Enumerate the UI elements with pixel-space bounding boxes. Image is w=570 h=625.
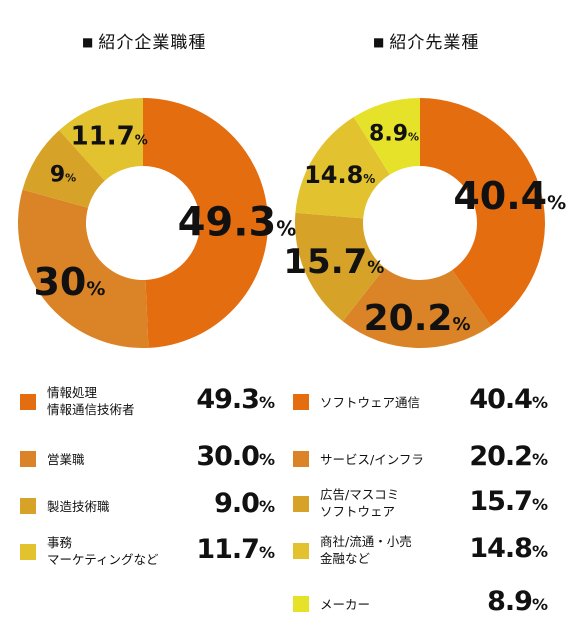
legend-label: 営業職 [47,452,85,467]
donut-slice [18,189,149,348]
legend-label: サービス/インフラ [320,452,424,467]
legend-item: サービス/インフラ 20.2% [293,435,548,475]
legend-label: 製造技術職 [47,499,110,514]
chart-title-left: ■ 紹介企業職種 [82,28,206,53]
donut-slice [342,267,491,348]
legend-label: ソフトウェア通信 [320,395,421,410]
slice-data-label-unit: % [452,314,470,335]
legend-value-unit: % [531,495,548,514]
legend-value-unit: % [258,450,275,469]
slice-data-label: 15.7% [283,242,384,282]
legend-item: 商社/流通・小売 金融など 14.8% [293,527,548,567]
legend-item: 情報処理 情報通信技術者 49.3% [20,378,275,418]
legend-label: メーカー [320,597,371,612]
chart-title-left-text: 紹介企業職種 [98,33,207,53]
legend-value-unit: % [258,393,275,412]
legend-swatch [20,498,36,514]
legend-item: 事務 マーケティングなど 11.7% [20,528,275,568]
donut-slice [59,98,143,181]
legend-item: 製造技術職 9.0% [20,482,275,522]
legend-value-unit: % [531,393,548,412]
donut-slice [295,212,385,322]
legend-item: 広告/マスコミ ソフトウェア 15.7% [293,480,548,520]
legend-value: 30.0% [196,441,275,472]
legend-value: 15.7% [469,486,548,517]
donut-slice [22,130,105,208]
legend-label: 広告/マスコミ ソフトウェア [320,487,400,519]
legend-value-unit: % [258,497,275,516]
legend-swatch [20,451,36,467]
slice-data-label-unit: % [276,216,296,240]
title-marker-icon: ■ [82,35,95,49]
slice-data-label: 8.9% [369,122,419,147]
donut-slice [143,98,269,348]
legend-item: 営業職 30.0% [20,435,275,475]
chart-title-right: ■ 紹介先業種 [373,28,479,53]
legend-swatch [293,451,309,467]
donut-chart-right: 40.4%20.2%15.7%14.8%8.9% [283,98,566,348]
legend-value: 8.9% [487,586,548,617]
legend-value-unit: % [258,543,275,562]
legend-swatch [293,543,309,559]
slice-data-label-unit: % [367,258,384,278]
legend-label: 事務 マーケティングなど [47,535,159,567]
slice-data-label: 49.3% [178,199,297,245]
legend-value: 49.3% [196,384,275,415]
legend-label: 商社/流通・小売 金融など [320,534,412,566]
legend-value-unit: % [531,595,548,614]
legend-value: 40.4% [469,384,548,415]
slice-data-label-unit: % [408,131,419,144]
donut-chart-left: 49.3%30%9%11.7% [18,98,296,348]
legend-value-unit: % [531,450,548,469]
chart-title-right-text: 紹介先業種 [389,33,480,53]
legend-value: 9.0% [214,488,275,519]
legend-value: 11.7% [196,534,275,565]
legend-item: ソフトウェア通信 40.4% [293,378,548,418]
donut-slice [420,98,545,326]
slice-data-label-unit: % [86,278,105,300]
slice-data-label: 40.4% [453,174,566,218]
legend-swatch [20,544,36,560]
legend-swatch [20,394,36,410]
slice-data-label: 11.7% [71,122,148,152]
legend-swatch [293,496,309,512]
donut-slice [295,117,390,219]
legend-value: 14.8% [469,533,548,564]
donut-slice [353,98,420,175]
legend-item: メーカー 8.9% [293,580,548,620]
legend-label: 情報処理 情報通信技術者 [47,385,135,417]
title-marker-icon: ■ [373,35,386,49]
legend-swatch [293,596,309,612]
slice-data-label-unit: % [135,134,148,149]
legend-value-unit: % [531,542,548,561]
legend-value: 20.2% [469,441,548,472]
slice-data-label-unit: % [363,172,375,186]
slice-data-label-unit: % [547,192,566,214]
legend-swatch [293,394,309,410]
slice-data-label-unit: % [65,172,76,185]
